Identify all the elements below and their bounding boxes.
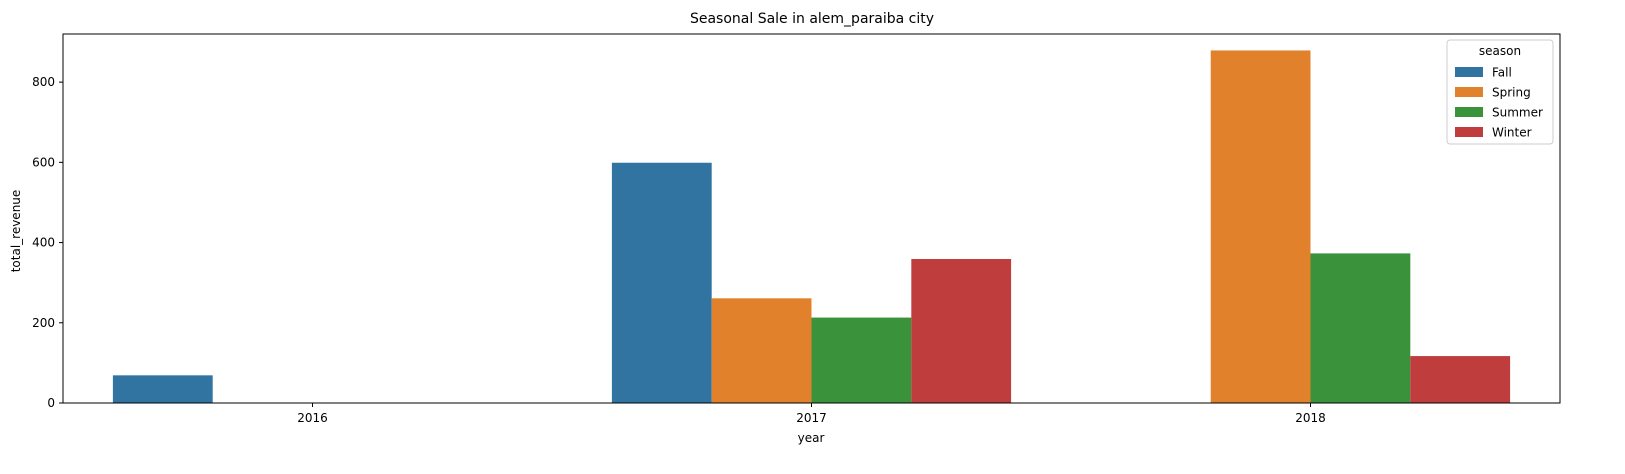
- chart-title: Seasonal Sale in alem_paraiba city: [690, 11, 934, 27]
- legend-swatch-fall: [1455, 67, 1483, 77]
- bars-layer: [112, 50, 1511, 403]
- y-tick-label: 400: [32, 236, 55, 250]
- y-tick-label: 600: [32, 155, 55, 169]
- bar-winter-2017: [911, 259, 1012, 403]
- legend-label-spring: Spring: [1492, 86, 1531, 100]
- axes-layer: 0 200 400 600 800 2016 2017 2018: [32, 33, 1561, 425]
- bar-winter-2018: [1410, 356, 1511, 403]
- x-tick-label: 2016: [297, 411, 328, 425]
- bar-summer-2018: [1310, 253, 1411, 403]
- bar-spring-2017: [711, 298, 812, 403]
- y-tick-label: 0: [47, 396, 55, 410]
- legend-swatch-spring: [1455, 87, 1483, 97]
- legend-title: season: [1479, 44, 1521, 58]
- legend-label-fall: Fall: [1492, 66, 1512, 80]
- legend-label-winter: Winter: [1492, 126, 1532, 140]
- y-tick-label: 200: [32, 316, 55, 330]
- legend-swatch-winter: [1455, 127, 1483, 137]
- x-tick-label: 2018: [1295, 411, 1326, 425]
- x-axis-label: year: [798, 431, 825, 445]
- x-tick-label: 2017: [796, 411, 827, 425]
- y-axis-label: total_revenue: [9, 190, 23, 273]
- legend-swatch-summer: [1455, 107, 1483, 117]
- bar-spring-2018: [1210, 50, 1311, 403]
- legend-box: [1446, 39, 1554, 145]
- legend-label-summer: Summer: [1492, 106, 1543, 120]
- legend: season Fall Spring Summer Winter: [1446, 39, 1554, 145]
- bar-fall-2017: [611, 162, 712, 403]
- bar-summer-2017: [811, 317, 912, 403]
- bar-fall-2016: [112, 375, 213, 403]
- y-tick-label: 800: [32, 75, 55, 89]
